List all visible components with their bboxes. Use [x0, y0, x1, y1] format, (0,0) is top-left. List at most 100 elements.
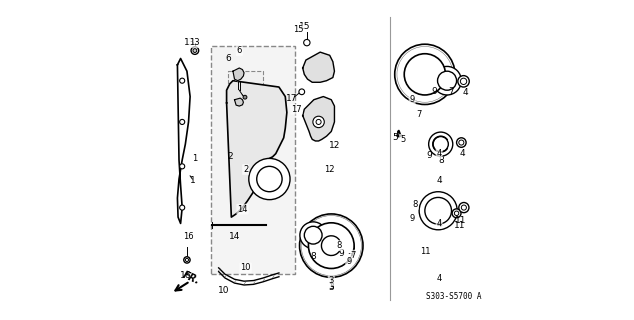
Text: 3: 3: [328, 283, 334, 292]
Circle shape: [455, 211, 459, 215]
Text: 15: 15: [299, 22, 311, 31]
Circle shape: [459, 140, 464, 145]
Circle shape: [400, 49, 450, 100]
Circle shape: [395, 44, 455, 105]
FancyBboxPatch shape: [210, 46, 295, 274]
Text: 6: 6: [236, 46, 242, 55]
Text: 9: 9: [427, 151, 432, 160]
Text: 12: 12: [325, 165, 335, 174]
Text: 1: 1: [192, 154, 198, 163]
Text: 17: 17: [286, 94, 297, 103]
Text: 10: 10: [217, 286, 229, 295]
Text: 16: 16: [183, 232, 194, 241]
Circle shape: [179, 78, 184, 83]
Circle shape: [313, 116, 325, 128]
Circle shape: [411, 60, 439, 89]
Text: 5: 5: [392, 133, 398, 142]
Circle shape: [306, 220, 357, 271]
Circle shape: [179, 119, 184, 124]
Circle shape: [458, 76, 469, 87]
Circle shape: [243, 95, 247, 99]
Circle shape: [456, 138, 466, 147]
Text: 4: 4: [436, 149, 442, 158]
Text: 6: 6: [225, 54, 231, 63]
Text: 7: 7: [347, 253, 353, 262]
Circle shape: [299, 89, 304, 95]
Circle shape: [304, 39, 310, 46]
Text: 14: 14: [237, 205, 248, 214]
Circle shape: [399, 48, 451, 100]
Text: 4: 4: [460, 148, 465, 157]
Text: 11: 11: [455, 216, 467, 225]
Text: 9: 9: [432, 87, 437, 96]
Text: 8: 8: [310, 252, 316, 261]
Circle shape: [307, 222, 355, 269]
Circle shape: [303, 217, 359, 274]
Circle shape: [429, 132, 453, 156]
Circle shape: [184, 257, 190, 263]
Circle shape: [443, 76, 452, 85]
Circle shape: [343, 242, 354, 253]
Circle shape: [263, 173, 276, 185]
Circle shape: [193, 49, 197, 52]
Circle shape: [191, 47, 198, 54]
Text: 8: 8: [337, 241, 342, 250]
Text: 4: 4: [463, 88, 469, 97]
Text: 12: 12: [329, 141, 340, 150]
Text: 7: 7: [448, 87, 454, 96]
Circle shape: [437, 71, 456, 90]
Circle shape: [304, 218, 359, 273]
Circle shape: [249, 158, 290, 200]
Circle shape: [401, 50, 449, 99]
Circle shape: [398, 47, 452, 101]
Circle shape: [308, 223, 354, 268]
Text: 4: 4: [436, 275, 442, 284]
Text: 5: 5: [400, 135, 405, 144]
Text: 9: 9: [410, 95, 415, 104]
Circle shape: [308, 230, 318, 240]
Text: 13: 13: [184, 38, 196, 47]
Text: 7: 7: [416, 109, 421, 118]
Circle shape: [179, 205, 184, 210]
Circle shape: [307, 221, 356, 270]
Circle shape: [305, 219, 358, 272]
Text: 14: 14: [229, 232, 240, 241]
Text: 8: 8: [439, 156, 444, 165]
Text: 17: 17: [291, 105, 302, 114]
Circle shape: [460, 78, 467, 84]
Circle shape: [301, 215, 361, 276]
Text: 2: 2: [243, 165, 249, 174]
Circle shape: [404, 53, 446, 96]
Circle shape: [404, 54, 446, 95]
Polygon shape: [235, 98, 243, 106]
Circle shape: [403, 52, 447, 97]
Text: 4: 4: [436, 219, 442, 228]
Circle shape: [323, 238, 339, 253]
Circle shape: [418, 68, 432, 81]
Circle shape: [452, 209, 461, 218]
Circle shape: [397, 46, 453, 102]
Circle shape: [425, 197, 451, 224]
Text: 3: 3: [328, 282, 334, 292]
Text: 13: 13: [190, 38, 200, 47]
Circle shape: [419, 192, 457, 230]
Circle shape: [185, 258, 188, 261]
Circle shape: [179, 164, 184, 169]
Text: 15: 15: [293, 25, 303, 35]
FancyBboxPatch shape: [228, 71, 263, 128]
Circle shape: [433, 67, 462, 95]
Circle shape: [402, 51, 448, 98]
Circle shape: [462, 205, 467, 210]
Circle shape: [433, 137, 448, 152]
Text: 9: 9: [346, 257, 351, 266]
Text: S303-S5700 A: S303-S5700 A: [427, 292, 482, 301]
Text: 3: 3: [328, 276, 334, 285]
Polygon shape: [233, 68, 244, 81]
Circle shape: [316, 119, 321, 124]
Polygon shape: [226, 81, 287, 217]
Text: 9: 9: [410, 214, 415, 223]
Polygon shape: [302, 97, 335, 141]
Circle shape: [300, 222, 327, 249]
Text: 11: 11: [454, 220, 465, 229]
Text: 4: 4: [436, 220, 442, 228]
